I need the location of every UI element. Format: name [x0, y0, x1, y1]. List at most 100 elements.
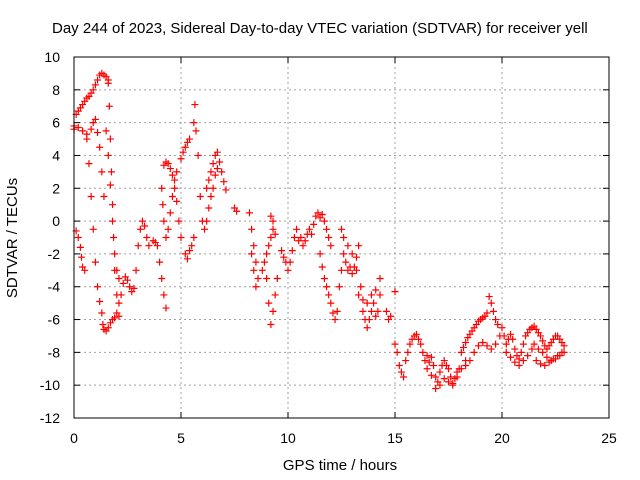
data-point	[130, 284, 138, 292]
data-point	[445, 365, 452, 373]
data-point	[549, 355, 557, 363]
data-point	[265, 242, 273, 250]
data-point	[267, 234, 275, 241]
data-point	[109, 217, 117, 225]
data-point	[207, 168, 215, 176]
data-point	[327, 242, 335, 250]
data-point	[248, 250, 256, 258]
data-point	[487, 299, 495, 307]
data-point	[355, 291, 363, 299]
data-point	[502, 340, 510, 348]
data-point	[203, 217, 211, 225]
data-point	[517, 348, 525, 356]
data-point	[89, 86, 97, 94]
data-point	[207, 192, 215, 200]
data-point	[265, 299, 273, 307]
data-point	[316, 250, 324, 258]
data-point	[466, 357, 474, 365]
data-point	[271, 291, 279, 299]
data-point	[196, 192, 204, 200]
data-point	[209, 184, 217, 192]
data-point	[288, 247, 296, 255]
data-point	[160, 217, 168, 225]
data-point	[519, 340, 527, 348]
data-point	[412, 330, 420, 338]
data-point	[250, 266, 258, 274]
data-point	[273, 275, 281, 283]
data-point	[440, 375, 448, 383]
data-point	[338, 225, 345, 233]
data-point	[106, 135, 114, 143]
y-tick-label: 8	[52, 82, 60, 98]
data-point	[81, 266, 89, 274]
data-point	[252, 258, 260, 266]
data-point	[299, 242, 307, 250]
data-point	[162, 304, 170, 312]
data-point	[280, 253, 288, 261]
data-point	[500, 332, 508, 340]
data-point	[372, 286, 380, 294]
data-point	[365, 316, 373, 324]
data-point	[263, 275, 271, 283]
data-point	[166, 165, 174, 173]
x-tick-labels: 0 5 10 15 20 25	[70, 430, 617, 446]
data-point	[218, 168, 226, 176]
data-point	[220, 178, 228, 186]
data-point	[258, 266, 266, 274]
data-point	[305, 225, 313, 233]
data-point	[447, 373, 455, 381]
data-point	[395, 361, 403, 369]
data-point	[132, 266, 140, 274]
data-point	[340, 250, 348, 258]
data-point	[254, 275, 262, 283]
data-point	[164, 225, 172, 233]
data-point	[352, 266, 360, 274]
data-point	[507, 330, 515, 338]
data-point	[203, 184, 211, 192]
data-point	[320, 275, 328, 283]
data-point	[191, 101, 199, 109]
data-point	[498, 324, 506, 332]
data-point	[554, 352, 562, 360]
data-point	[502, 348, 510, 356]
data-point	[105, 102, 113, 110]
data-point	[537, 332, 545, 340]
data-point	[320, 217, 328, 225]
data-point	[248, 225, 256, 233]
data-point	[367, 291, 375, 299]
data-point	[109, 201, 117, 209]
y-tick-label: 4	[52, 147, 60, 163]
data-point	[269, 307, 277, 315]
data-point	[507, 353, 515, 361]
data-point	[511, 358, 519, 366]
data-point	[423, 365, 431, 373]
data-point	[190, 234, 198, 241]
data-point	[111, 314, 119, 322]
data-point	[511, 345, 519, 353]
data-point	[181, 250, 189, 258]
data-point	[436, 368, 444, 376]
data-point	[338, 266, 345, 274]
x-tick-label: 25	[601, 430, 617, 446]
data-point	[290, 234, 298, 241]
data-point	[188, 242, 196, 250]
data-point	[545, 358, 553, 366]
data-point	[91, 258, 99, 266]
data-point	[267, 320, 275, 328]
y-tick-label: -12	[40, 410, 60, 426]
plot-frame	[73, 56, 610, 419]
data-point	[342, 258, 350, 266]
data-point	[462, 361, 470, 369]
data-point	[340, 234, 348, 241]
data-points	[70, 69, 568, 392]
data-point	[331, 316, 339, 324]
data-point	[113, 291, 121, 299]
data-point	[213, 148, 221, 156]
data-point	[106, 181, 114, 189]
data-point	[99, 320, 107, 328]
data-point	[233, 207, 241, 215]
data-point	[278, 247, 286, 255]
data-point	[87, 125, 95, 133]
data-point	[327, 299, 335, 307]
data-point	[440, 357, 448, 365]
